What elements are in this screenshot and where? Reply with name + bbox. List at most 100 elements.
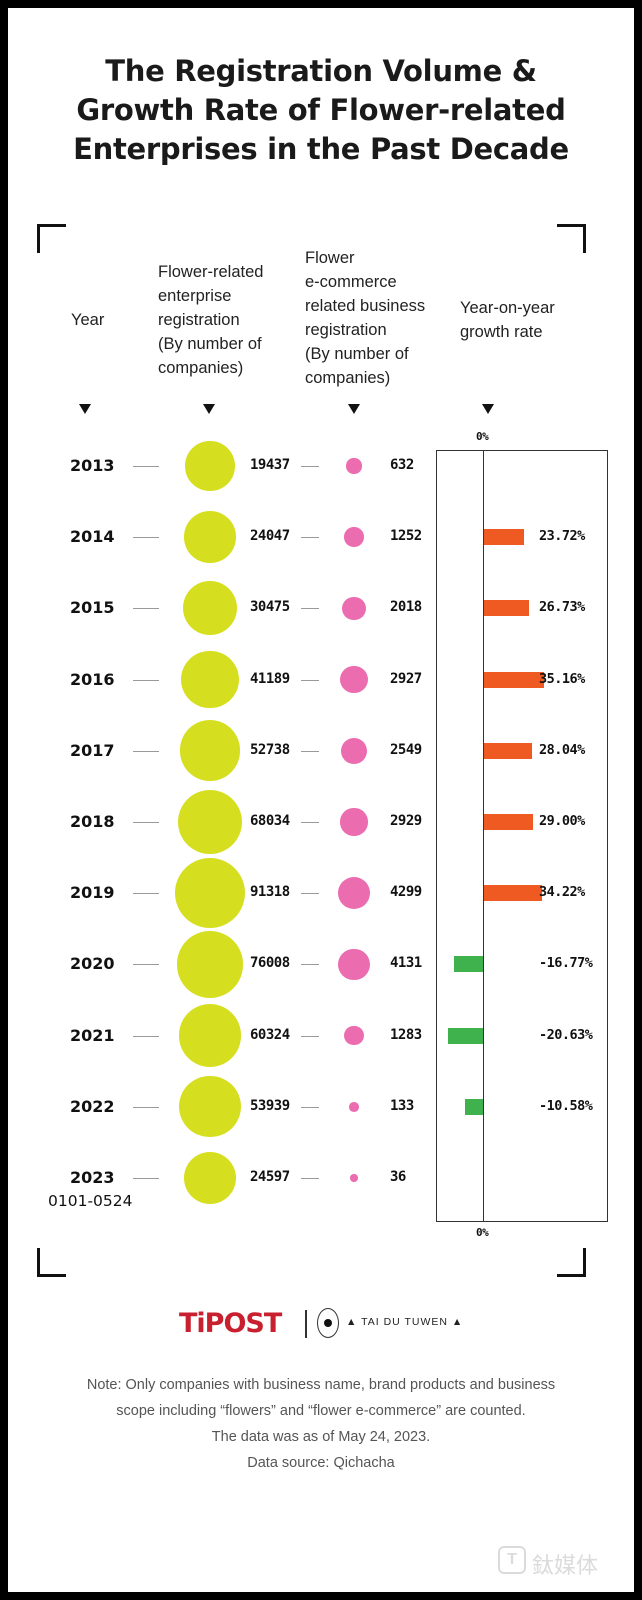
enterprise-value: 60324 (250, 1026, 290, 1043)
ecommerce-bubble (349, 1101, 359, 1112)
growth-value: 35.16% (539, 670, 585, 687)
growth-value: 26.73% (539, 599, 585, 616)
zero-label-bottom: 0% (476, 1226, 489, 1239)
enterprise-bubble (184, 1152, 236, 1204)
ecommerce-bubble (344, 1025, 364, 1046)
ecommerce-value: 1252 (390, 528, 422, 545)
year-label: 2018 (70, 812, 115, 831)
header-enterprise-line: (By number of (158, 335, 262, 353)
ecommerce-value: 133 (390, 1097, 414, 1114)
growth-value: 28.04% (539, 741, 585, 758)
year-label: 2015 (70, 598, 115, 618)
year-label: 2019 (70, 883, 115, 903)
enterprise-value: 41189 (250, 670, 290, 687)
growth-bar (465, 1098, 483, 1115)
enterprise-bubble (176, 931, 244, 998)
growth-value: 29.00% (539, 813, 585, 829)
growth-value: 23.72% (539, 528, 585, 545)
growth-bar (484, 885, 543, 902)
watermark-text: 鈦媒体 (532, 1554, 599, 1579)
ecommerce-bubble (344, 527, 364, 547)
ecommerce-value: 2927 (390, 670, 422, 687)
connector-line (133, 608, 159, 610)
enterprise-value: 30475 (250, 599, 290, 616)
connector-line (301, 608, 319, 610)
connector-line (301, 679, 319, 681)
connector-line (301, 750, 319, 752)
year-label: 2023 (70, 1168, 115, 1187)
ecommerce-value: 2549 (390, 741, 422, 758)
connector-line (301, 964, 319, 966)
header-growth-line: Year-on-year (460, 299, 555, 317)
growth-value: -20.63% (539, 1026, 593, 1043)
header-growth-line: growth rate (460, 323, 543, 341)
header-enterprise-line: Flower-related (158, 263, 264, 281)
title-line-3: Enterprises in the Past Decade (73, 132, 569, 166)
connector-line (301, 537, 319, 539)
connector-line (301, 466, 319, 467)
header-ecommerce-line: related business (305, 297, 426, 315)
connector-line (133, 1035, 159, 1037)
enterprise-bubble (175, 858, 245, 929)
ecommerce-bubble (341, 737, 367, 764)
header-ecommerce: Flower e-commerce related business regis… (305, 246, 425, 390)
enterprise-bubble (178, 1004, 242, 1068)
year-label: 2013 (70, 456, 115, 475)
year-label: 2022 (70, 1096, 115, 1116)
connector-line (133, 679, 159, 681)
enterprise-bubble (177, 789, 243, 855)
header-growth: Year-on-year growth rate (460, 296, 555, 344)
arrow-down-icon (203, 404, 215, 414)
header-ecommerce-line: companies) (305, 369, 391, 387)
header-ecommerce-line: registration (305, 321, 387, 339)
ecommerce-value: 4299 (390, 884, 422, 901)
connector-line (301, 1178, 319, 1179)
year-label: 2020 (70, 954, 115, 974)
year-label: 2017 (70, 740, 115, 760)
brand-divider (305, 1310, 307, 1338)
connector-line (301, 1106, 319, 1108)
connector-line (133, 1106, 159, 1108)
growth-bar (447, 1027, 483, 1044)
connector-line (133, 466, 159, 467)
corner-bracket-bottom-right (557, 1248, 586, 1277)
year-label: 2021 (70, 1025, 115, 1045)
arrow-down-icon (348, 404, 360, 414)
note-line-3: The data was as of May 24, 2023. (211, 1429, 431, 1445)
ecommerce-bubble (340, 665, 368, 694)
connector-line (133, 537, 159, 539)
ecommerce-value: 632 (390, 457, 414, 473)
corner-bracket-bottom-left (37, 1248, 66, 1277)
connector-line (301, 893, 319, 895)
eye-pupil (324, 1319, 332, 1327)
header-enterprise: Flower-related enterprise registration (… (158, 260, 263, 380)
title-line-2: Growth Rate of Flower-related (76, 93, 566, 127)
enterprise-bubble (179, 720, 241, 782)
ecommerce-bubble (346, 458, 362, 474)
growth-bar (484, 814, 534, 830)
connector-line (133, 822, 159, 823)
ecommerce-bubble (350, 1174, 358, 1182)
ecommerce-bubble (338, 948, 370, 981)
growth-value: -16.77% (539, 955, 593, 972)
taidu-eye-icon (317, 1308, 339, 1338)
enterprise-bubble (185, 441, 235, 491)
ecommerce-bubble (340, 808, 368, 836)
year-label: 2016 (70, 669, 115, 689)
arrow-down-icon (482, 404, 494, 414)
year-sublabel: 0101-0524 (48, 1192, 133, 1210)
tipost-logo: TiPOST (179, 1308, 282, 1339)
watermark-icon: T (498, 1546, 526, 1574)
ecommerce-value: 4131 (390, 955, 422, 972)
enterprise-bubble (179, 1076, 241, 1138)
infographic-card: The Registration Volume & Growth Rate of… (8, 8, 634, 1592)
growth-bar (484, 742, 532, 759)
ecommerce-value: 1283 (390, 1026, 422, 1043)
growth-bar (454, 956, 483, 973)
year-label: 2014 (70, 527, 115, 547)
enterprise-bubble (184, 511, 236, 563)
arrow-down-icon (79, 404, 91, 414)
zero-label-top: 0% (476, 430, 489, 443)
brand-bar: TiPOST ▲ TAI DU TUWEN ▲ (8, 1304, 634, 1344)
growth-bar (484, 600, 530, 617)
